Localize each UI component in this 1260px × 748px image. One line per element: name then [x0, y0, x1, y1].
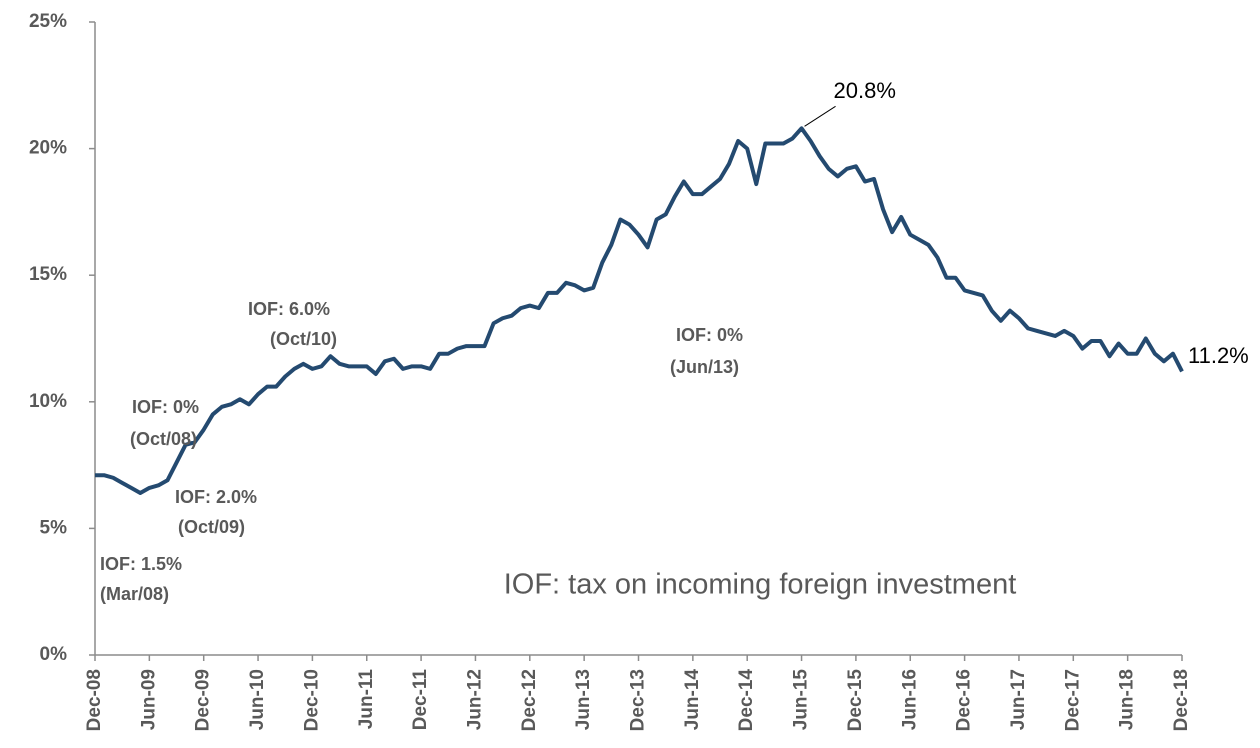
annotation: (Oct/10)	[270, 329, 337, 349]
x-tick-label: Dec-16	[954, 669, 975, 731]
x-tick-label: Dec-14	[736, 669, 757, 732]
y-tick-label: 25%	[29, 11, 67, 32]
y-tick-label: 5%	[40, 517, 68, 538]
annotation: IOF: 6.0%	[248, 299, 330, 319]
data-label: 20.8%	[834, 78, 896, 103]
annotation: IOF: 1.5%	[100, 554, 182, 574]
x-tick-label: Jun-14	[682, 669, 703, 731]
x-tick-label: Jun-18	[1117, 669, 1138, 730]
leader-line	[804, 105, 836, 127]
x-tick-label: Dec-09	[193, 669, 214, 731]
x-tick-label: Jun-16	[899, 669, 920, 730]
x-tick-label: Dec-15	[845, 669, 866, 732]
x-tick-label: Dec-11	[410, 669, 431, 731]
x-tick-label: Dec-17	[1062, 669, 1083, 731]
annotation: (Jun/13)	[670, 357, 739, 377]
annotation: IOF: 0%	[676, 325, 743, 345]
annotation: (Oct/08)	[130, 429, 197, 449]
x-tick-label: Dec-08	[84, 669, 105, 731]
x-tick-label: Jun-12	[464, 669, 485, 730]
annotation: (Oct/09)	[178, 517, 245, 537]
x-tick-label: Dec-10	[301, 669, 322, 731]
x-tick-label: Jun-17	[1008, 669, 1029, 730]
x-tick-label: Dec-13	[628, 669, 649, 731]
x-tick-label: Dec-12	[519, 669, 540, 731]
annotation: IOF: 0%	[132, 397, 199, 417]
x-tick-label: Jun-11	[356, 669, 377, 730]
x-tick-label: Jun-13	[573, 669, 594, 730]
y-tick-label: 15%	[29, 264, 67, 285]
data-label: 11.2%	[1188, 343, 1249, 368]
annotation: IOF: 2.0%	[175, 487, 257, 507]
y-tick-label: 0%	[40, 644, 68, 665]
annotation: (Mar/08)	[100, 584, 169, 604]
y-tick-label: 10%	[29, 391, 67, 412]
y-tick-label: 20%	[29, 138, 67, 159]
x-tick-label: Jun-09	[138, 669, 159, 730]
line	[95, 126, 1184, 495]
note: IOF: tax on incoming foreign investment	[504, 569, 1017, 601]
x-tick-label: Dec-18	[1171, 669, 1192, 731]
x-tick-label: Jun-15	[791, 669, 812, 731]
x-tick-label: Jun-10	[247, 669, 268, 730]
